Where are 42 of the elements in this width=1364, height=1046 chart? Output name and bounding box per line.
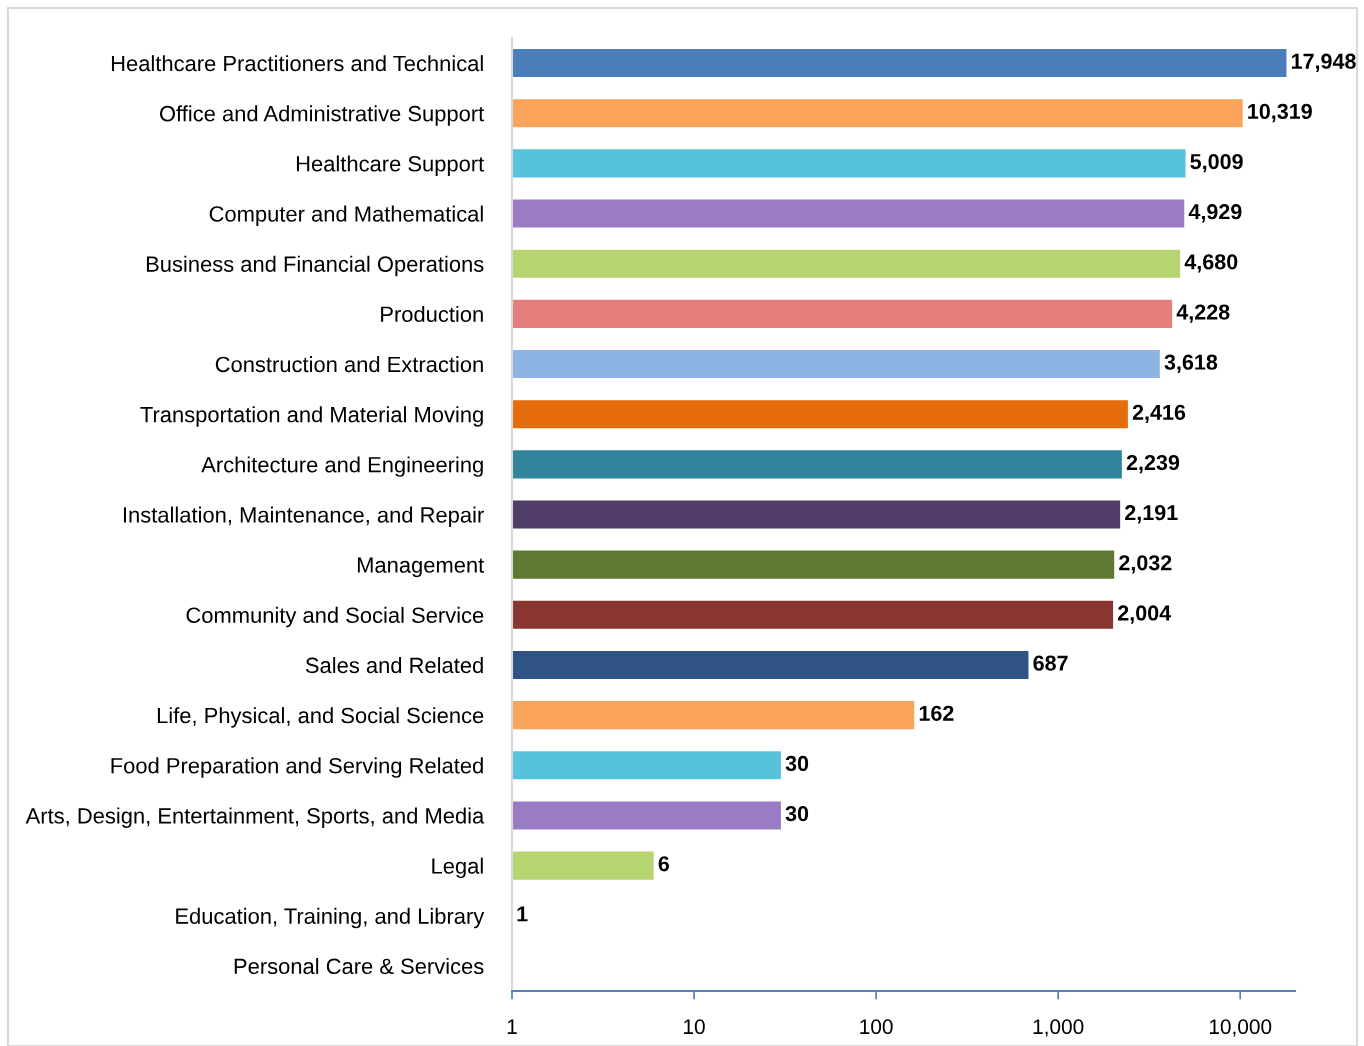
y-tick-label: Construction and Extraction: [215, 356, 483, 373]
data-label: 2,004: [1118, 605, 1172, 624]
y-tick-label: Management: [357, 557, 485, 578]
y-tick-label: Transportation and Material Moving: [140, 406, 483, 427]
y-tick-label: Education, Training, and Library: [176, 907, 485, 929]
data-label: 30: [785, 805, 809, 822]
y-tick-label: Business and Financial Operations: [146, 255, 484, 277]
x-tick-label: 10,000: [1209, 1019, 1272, 1037]
data-label: 4,680: [1184, 254, 1238, 273]
data-label: 30: [785, 755, 809, 772]
x-tick-label: 100: [860, 1019, 893, 1035]
y-tick-label: Architecture and Engineering: [201, 456, 483, 477]
data-label: 4,228: [1176, 304, 1230, 323]
y-tick-label: Arts, Design, Entertainment, Sports, and Media: [25, 807, 485, 828]
data-label: 2,239: [1126, 454, 1180, 474]
data-label: 687: [1033, 655, 1068, 671]
data-label: 17,948: [1291, 53, 1356, 72]
y-tick-label: Office and Administrative Support: [159, 105, 485, 126]
data-label: 6: [658, 856, 670, 872]
x-tick-label: 1,000: [1033, 1019, 1084, 1037]
y-tick-label: Community and Social Service: [186, 606, 484, 628]
data-label: 2,191: [1125, 505, 1178, 524]
y-tick-label: Food Preparation and Serving Related: [111, 757, 483, 778]
y-tick-label: Sales and Related: [305, 657, 483, 674]
y-tick-label: Production: [381, 305, 483, 323]
y-tick-label: Computer and Mathematical: [209, 205, 483, 227]
data-label: 1: [517, 906, 528, 922]
data-label: 5,009: [1190, 153, 1243, 173]
y-tick-label: Personal Care & Services: [234, 957, 484, 975]
data-label: 2,032: [1119, 555, 1172, 574]
data-label: 162: [919, 705, 954, 721]
y-tick-label: Healthcare Practitioners and Technical: [111, 55, 483, 72]
y-tick-label: Healthcare Support: [296, 155, 485, 176]
y-tick-label: Installation, Maintenance, and Repair: [123, 506, 484, 527]
data-label: 3,618: [1164, 354, 1218, 373]
y-tick-label: Life, Physical, and Social Science: [157, 707, 484, 728]
x-tick-label: 10: [684, 1019, 705, 1035]
data-label: 4,929: [1188, 204, 1242, 223]
data-label: 2,416: [1132, 404, 1186, 424]
x-tick-label: 1: [507, 1019, 517, 1034]
y-tick-label: Legal: [432, 857, 483, 879]
data-label: 10,319: [1248, 103, 1312, 123]
